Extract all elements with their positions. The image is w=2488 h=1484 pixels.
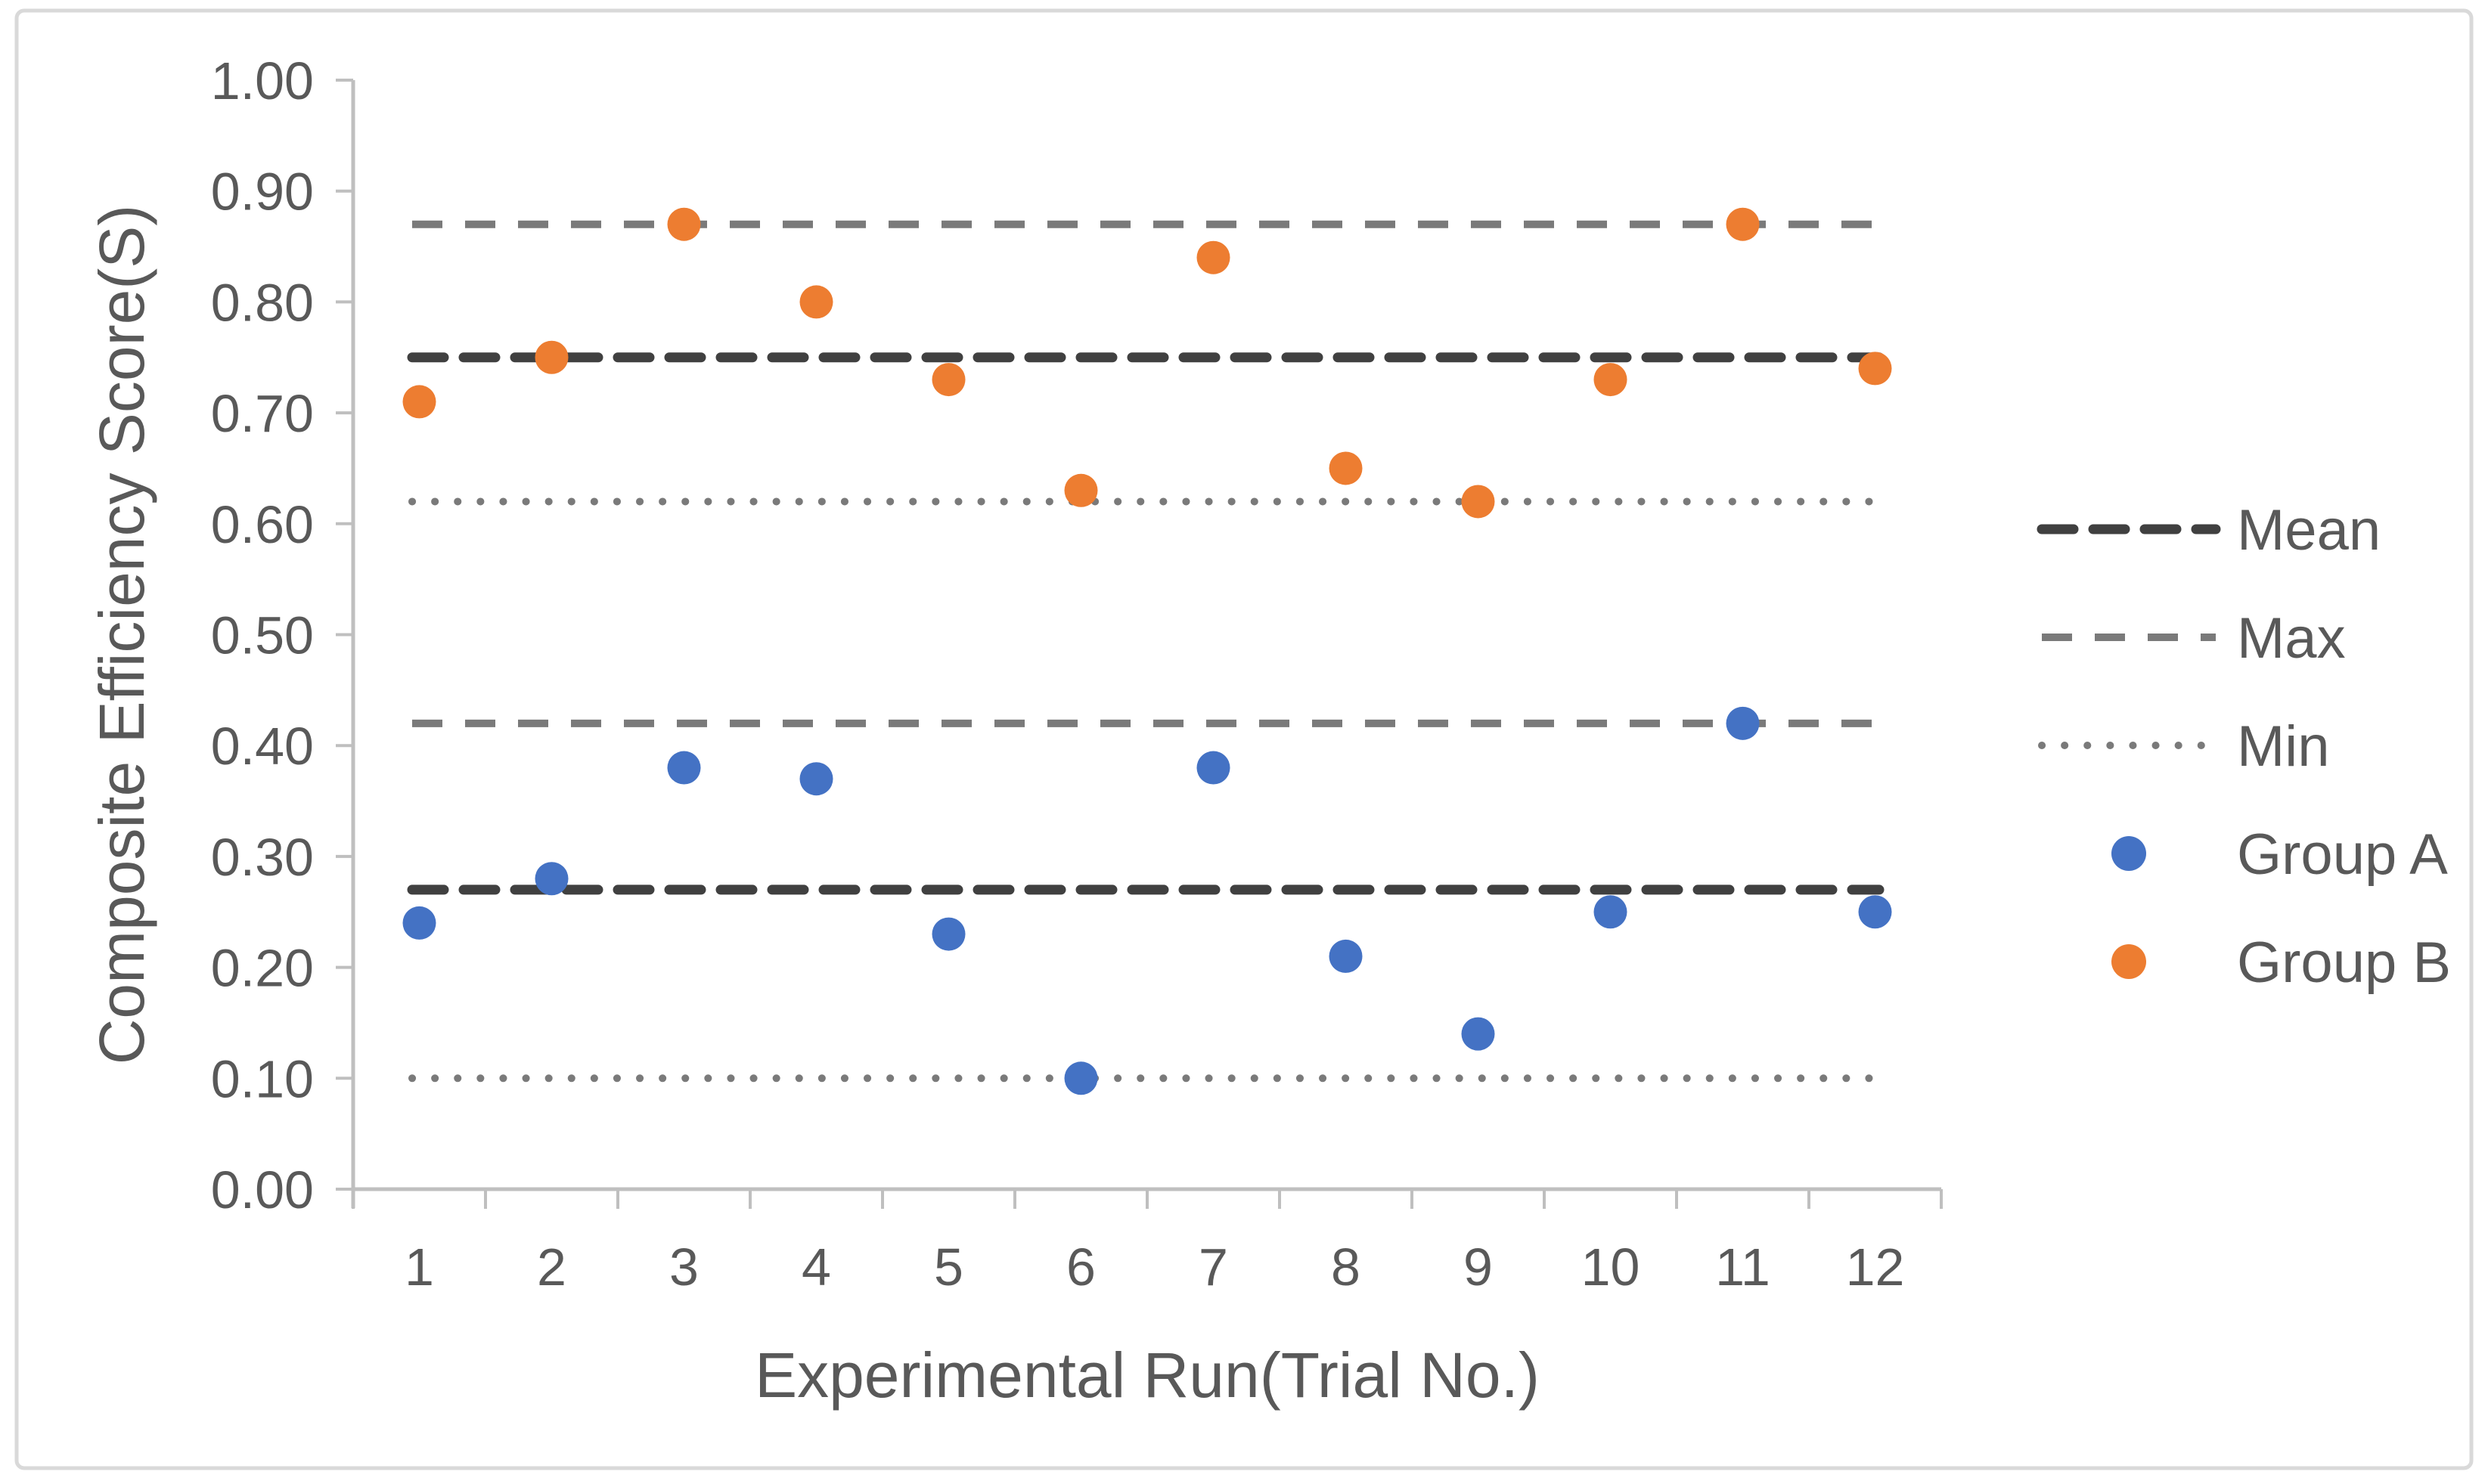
legend-swatch-group-a bbox=[2111, 836, 2146, 871]
x-tick-label: 7 bbox=[1199, 1238, 1228, 1297]
legend-label-max: Max bbox=[2237, 606, 2346, 671]
y-tick-label: 0.70 bbox=[211, 384, 314, 443]
x-tick-label: 6 bbox=[1066, 1238, 1096, 1297]
y-tick-label: 0.80 bbox=[211, 273, 314, 332]
data-point-group-a bbox=[1593, 895, 1627, 929]
legend-label-mean: Mean bbox=[2237, 498, 2381, 562]
data-point-group-a bbox=[535, 862, 569, 896]
y-tick-label: 0.90 bbox=[211, 163, 314, 222]
data-point-group-b bbox=[1726, 207, 1760, 241]
data-point-group-b bbox=[667, 207, 701, 241]
legend-label-group-b: Group B bbox=[2237, 931, 2451, 995]
x-tick-label: 8 bbox=[1331, 1238, 1360, 1297]
y-tick-label: 0.50 bbox=[211, 606, 314, 665]
x-axis-title: Experimental Run(Trial No.) bbox=[755, 1340, 1540, 1411]
y-axis-title: Composite Efficiency Score(S) bbox=[86, 205, 157, 1065]
data-point-group-b bbox=[799, 285, 833, 319]
x-tick-label: 9 bbox=[1463, 1238, 1493, 1297]
y-tick-label: 0.40 bbox=[211, 717, 314, 776]
y-tick-label: 0.00 bbox=[211, 1160, 314, 1219]
data-point-group-b bbox=[932, 363, 966, 397]
y-tick-label: 1.00 bbox=[211, 51, 314, 110]
x-tick-label: 4 bbox=[802, 1238, 831, 1297]
data-point-group-b bbox=[1858, 352, 1892, 386]
data-point-group-a bbox=[1196, 751, 1230, 785]
x-tick-label: 1 bbox=[405, 1238, 434, 1297]
data-point-group-a bbox=[667, 751, 701, 785]
x-tick-label: 10 bbox=[1581, 1238, 1640, 1297]
x-tick-label: 3 bbox=[669, 1238, 699, 1297]
data-point-group-a bbox=[1461, 1017, 1495, 1051]
data-point-group-a bbox=[402, 906, 436, 940]
data-point-group-b bbox=[1593, 363, 1627, 397]
x-tick-label: 11 bbox=[1715, 1238, 1770, 1297]
y-tick-label: 0.10 bbox=[211, 1049, 314, 1108]
data-point-group-a bbox=[1726, 706, 1760, 740]
data-point-group-b bbox=[535, 340, 569, 374]
data-point-group-a bbox=[932, 917, 966, 951]
data-point-group-b bbox=[402, 385, 436, 419]
outer-border bbox=[14, 8, 2474, 1470]
x-tick-label: 2 bbox=[537, 1238, 566, 1297]
data-point-group-b bbox=[1064, 473, 1098, 507]
legend-label-group-a: Group A bbox=[2237, 823, 2448, 887]
data-point-group-b bbox=[1196, 240, 1230, 274]
x-tick-label: 5 bbox=[934, 1238, 963, 1297]
legend-label-min: Min bbox=[2237, 714, 2329, 779]
x-tick-label: 12 bbox=[1846, 1238, 1905, 1297]
data-point-group-a bbox=[1329, 939, 1363, 973]
data-point-group-b bbox=[1329, 451, 1363, 485]
y-tick-label: 0.20 bbox=[211, 939, 314, 998]
data-point-group-b bbox=[1461, 485, 1495, 519]
legend-swatch-group-b bbox=[2111, 944, 2146, 979]
y-tick-label: 0.30 bbox=[211, 828, 314, 887]
data-point-group-a bbox=[1858, 895, 1892, 929]
data-point-group-a bbox=[799, 762, 833, 796]
y-tick-label: 0.60 bbox=[211, 495, 314, 554]
data-point-group-a bbox=[1064, 1061, 1098, 1095]
